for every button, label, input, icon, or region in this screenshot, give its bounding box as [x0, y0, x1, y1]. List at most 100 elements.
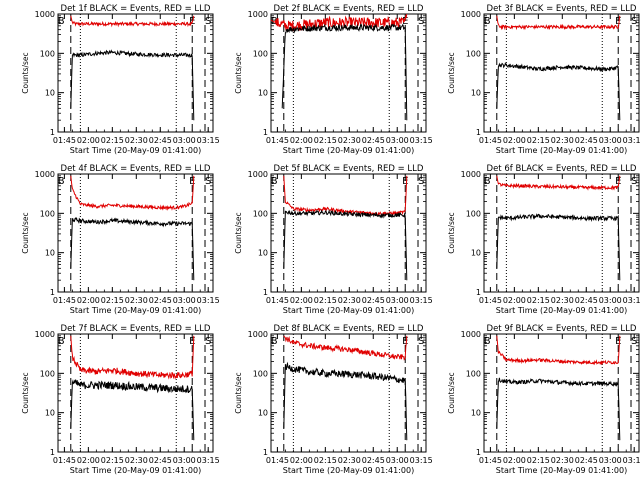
marker-label-b: B	[58, 336, 65, 347]
marker-label-b: B	[58, 176, 65, 187]
marker-label-s: S	[205, 16, 211, 27]
x-tick-label: 02:30	[338, 136, 361, 145]
x-tick-label: 03:15	[197, 136, 220, 145]
y-tick-label: 10	[45, 409, 55, 418]
plot-frame	[483, 333, 640, 453]
chart-panel-2: Det 2f BLACK = Events, RED = LLD 1 10 100 10…	[234, 4, 433, 155]
marker-label-s: S	[631, 176, 637, 187]
y-tick-label: 10	[258, 89, 268, 98]
x-tick-label: 02:30	[551, 296, 574, 305]
y-tick-label: 10	[45, 249, 55, 258]
marker-label-s: S	[631, 336, 637, 347]
chart-title: Det 7f BLACK = Events, RED = LLD	[61, 324, 211, 334]
series-line-red	[283, 335, 408, 361]
x-tick-label: 02:30	[125, 296, 148, 305]
marker-label-s: S	[205, 336, 211, 347]
x-tick-label: 02:30	[125, 456, 148, 465]
x-axis-label: Start Time (20-May-09 01:41:00)	[496, 306, 627, 315]
chart-panel-6: Det 6f BLACK = Events, RED = LLD 1 10 100 10…	[447, 164, 640, 315]
series-line-black	[70, 217, 195, 281]
marker-label-e: E	[615, 16, 621, 27]
series-line-black	[283, 361, 408, 441]
x-tick-label: 02:30	[551, 456, 574, 465]
x-tick-label: 02:45	[575, 136, 598, 145]
x-tick-label: 02:45	[149, 136, 172, 145]
marker-label-e: E	[615, 336, 621, 347]
x-tick-label: 03:15	[197, 296, 220, 305]
x-tick-label: 02:15	[101, 296, 124, 305]
x-tick-label: 02:30	[338, 296, 361, 305]
y-tick-label: 1	[50, 128, 55, 137]
y-tick-label: 1	[476, 448, 481, 457]
y-axis-label: Counts/sec	[21, 212, 30, 253]
x-tick-label: 02:00	[77, 136, 100, 145]
y-tick-label: 10	[45, 89, 55, 98]
marker-label-e: E	[615, 176, 621, 187]
y-axis-label: Counts/sec	[447, 52, 456, 93]
marker-label-b: B	[484, 336, 491, 347]
y-tick-label: 1	[263, 128, 268, 137]
x-axis-label: Start Time (20-May-09 01:41:00)	[283, 306, 414, 315]
x-tick-label: 02:30	[551, 136, 574, 145]
x-tick-label: 01:45	[266, 136, 289, 145]
x-tick-label: 02:00	[503, 296, 526, 305]
marker-label-b: B	[484, 16, 491, 27]
y-tick-label: 1000	[35, 10, 55, 19]
x-tick-label: 03:00	[386, 136, 409, 145]
x-tick-label: 02:30	[338, 456, 361, 465]
x-tick-label: 01:45	[53, 456, 76, 465]
x-tick-label: 03:00	[386, 456, 409, 465]
series-line-red	[283, 175, 408, 217]
marker-label-b: B	[58, 16, 65, 27]
marker-label-s: S	[418, 176, 424, 187]
x-tick-label: 01:45	[479, 136, 502, 145]
x-tick-label: 02:15	[314, 456, 337, 465]
x-tick-label: 01:45	[266, 456, 289, 465]
series-line-black	[496, 213, 621, 281]
marker-label-e: E	[402, 336, 408, 347]
x-axis-label: Start Time (20-May-09 01:41:00)	[70, 146, 201, 155]
x-tick-label: 01:45	[479, 456, 502, 465]
y-tick-label: 10	[471, 409, 481, 418]
x-tick-label: 03:00	[173, 296, 196, 305]
x-tick-label: 03:00	[173, 136, 196, 145]
x-tick-label: 02:15	[527, 456, 550, 465]
series-line-black	[496, 61, 621, 121]
x-tick-label: 02:45	[362, 456, 385, 465]
chart-panel-8: Det 8f BLACK = Events, RED = LLD 1 10 100 10…	[234, 324, 433, 475]
y-tick-label: 10	[258, 249, 268, 258]
marker-label-e: E	[402, 176, 408, 187]
chart-title: Det 9f BLACK = Events, RED = LLD	[487, 324, 637, 334]
x-tick-label: 02:45	[149, 296, 172, 305]
x-tick-label: 02:45	[575, 456, 598, 465]
chart-panel-4: Det 4f BLACK = Events, RED = LLD 1 10 100 10…	[21, 164, 220, 315]
y-tick-label: 1000	[35, 330, 55, 339]
y-tick-label: 1000	[248, 330, 268, 339]
marker-label-b: B	[271, 336, 278, 347]
x-tick-label: 03:15	[410, 296, 433, 305]
plot-frame	[57, 13, 214, 133]
chart-panel-5: Det 5f BLACK = Events, RED = LLD 1 10 100 10…	[234, 164, 433, 315]
chart-title: Det 5f BLACK = Events, RED = LLD	[274, 164, 424, 174]
marker-label-s: S	[418, 16, 424, 27]
plot-frame	[483, 173, 640, 293]
x-tick-label: 01:45	[266, 296, 289, 305]
x-tick-label: 02:00	[503, 136, 526, 145]
y-tick-label: 1000	[461, 170, 481, 179]
chart-title: Det 1f BLACK = Events, RED = LLD	[61, 4, 211, 14]
series-line-black	[496, 377, 621, 441]
x-tick-label: 02:45	[362, 296, 385, 305]
y-tick-label: 100	[40, 49, 55, 58]
y-tick-label: 10	[258, 409, 268, 418]
plot-frame	[270, 333, 427, 453]
x-tick-label: 03:15	[623, 296, 640, 305]
x-axis-label: Start Time (20-May-09 01:41:00)	[70, 466, 201, 475]
series-line-red	[70, 335, 195, 380]
x-tick-label: 02:30	[125, 136, 148, 145]
y-tick-label: 1	[476, 128, 481, 137]
x-tick-label: 03:00	[173, 456, 196, 465]
y-axis-label: Counts/sec	[234, 372, 243, 413]
series-line-red	[496, 15, 621, 31]
plot-frame	[57, 173, 214, 293]
